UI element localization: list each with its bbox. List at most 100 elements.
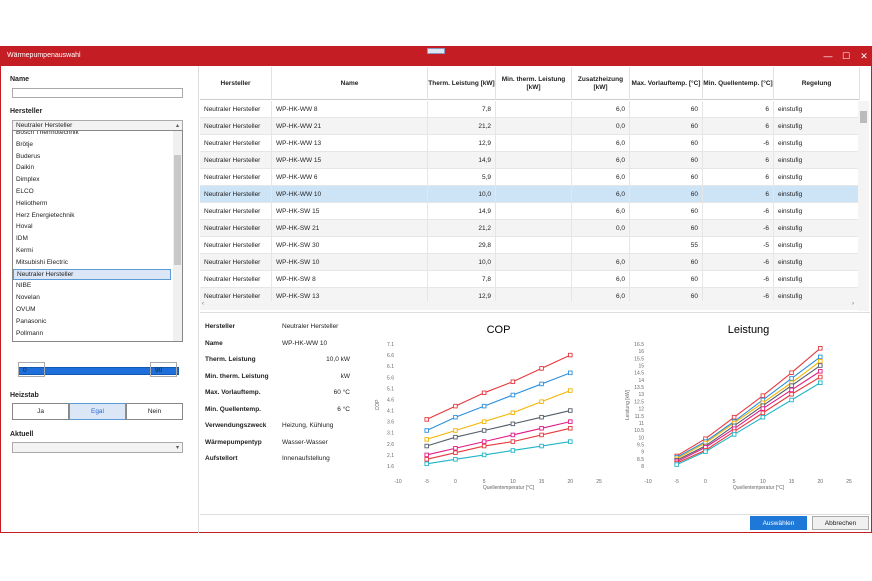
detail-label: Min. Quellentemp. — [205, 405, 261, 413]
drag-handle[interactable] — [427, 48, 445, 54]
manufacturer-option[interactable]: OVUM — [16, 305, 36, 313]
dropdown-scroll-thumb[interactable] — [174, 155, 181, 265]
column-header[interactable]: Therm. Leistung [kW] — [428, 67, 496, 100]
maximize-button[interactable]: ☐ — [841, 51, 851, 61]
column-header[interactable]: Name — [272, 67, 428, 100]
y-tick-label: 13.5 — [634, 385, 644, 391]
manufacturer-option[interactable]: Brötje — [16, 140, 33, 148]
data-point — [453, 450, 458, 455]
manufacturer-option[interactable]: Heliotherm — [16, 199, 48, 207]
column-header[interactable]: Hersteller — [200, 67, 272, 100]
table-row[interactable]: Neutraler Hersteller WP-HK-WW 8 7,8 6,0 60 6 e… — [200, 101, 860, 118]
table-row[interactable]: Neutraler Hersteller WP-HK-WW 10 10,0 6,0 60… — [200, 186, 860, 203]
manufacturer-option[interactable]: Panasonic — [16, 317, 47, 325]
range-max-input[interactable]: 90 — [150, 362, 177, 377]
table-row[interactable]: Neutraler Hersteller WP-HK-SW 15 14,9 6,0 60… — [200, 203, 860, 220]
detail-value: Neutraler Hersteller — [282, 323, 339, 330]
cancel-button[interactable]: Abbrechen — [812, 516, 869, 530]
data-point — [539, 443, 544, 449]
table-row[interactable]: Neutraler Hersteller WP-HK-SW 21 21,2 0,0 60… — [200, 220, 860, 237]
table-vertical-scrollbar[interactable] — [858, 101, 869, 311]
title-bar[interactable]: Wärmepumpenauswahl — ☐ ✕ — [1, 47, 871, 66]
detail-label: Wärmepumpentyp — [205, 438, 262, 446]
heizstab-ja-button[interactable]: Ja — [12, 403, 69, 420]
manufacturer-option[interactable]: NIBE — [16, 282, 32, 290]
aktuell-select[interactable]: ▾ — [12, 442, 183, 453]
x-axis-label: Quellentemperatur [°C] — [733, 485, 785, 491]
app-window: Wärmepumpenauswahl — ☐ ✕ Name Hersteller… — [0, 46, 872, 533]
manufacturer-option[interactable]: Herz Energietechnik — [16, 211, 75, 219]
manufacturer-option[interactable]: Mitsubishi Electric — [16, 258, 69, 266]
y-tick-label: 16 — [638, 349, 644, 355]
manufacturer-option[interactable]: Daikin — [16, 164, 35, 172]
table-cell: 14,9 — [428, 203, 496, 220]
table-cell: 21,2 — [428, 118, 496, 135]
close-button[interactable]: ✕ — [860, 51, 868, 61]
data-point — [481, 428, 487, 433]
column-header[interactable]: Regelung — [774, 67, 860, 100]
data-point — [818, 369, 823, 374]
manufacturer-option[interactable]: Dimplex — [16, 176, 40, 184]
range-min-input[interactable]: 0 — [18, 362, 45, 377]
table-cell — [496, 101, 572, 118]
x-tick-label: 15 — [789, 479, 795, 485]
column-header[interactable]: Min. therm. Leistung [kW] — [496, 67, 572, 100]
heizstab-egal-button[interactable]: Egal — [69, 403, 126, 420]
column-header[interactable]: Min. Quellentemp. [°C] — [703, 67, 774, 100]
table-scroll-thumb[interactable] — [860, 111, 867, 123]
manufacturer-dropdown[interactable]: Bosch Thermotechnik Brötje Buderus Daikin Di… — [12, 130, 183, 342]
filter-panel: Name Hersteller Neutraler Hersteller ▴ B… — [1, 66, 199, 533]
scroll-right-icon[interactable]: › — [852, 301, 854, 307]
manufacturer-option[interactable]: Novelan — [16, 294, 40, 302]
table-cell: 10,0 — [428, 186, 496, 203]
manufacturer-option[interactable]: IDM — [16, 235, 28, 243]
data-point — [510, 432, 516, 438]
table-cell: 60 — [630, 186, 703, 203]
table-row[interactable]: Neutraler Hersteller WP-HK-WW 13 12,9 6,0 60… — [200, 135, 860, 152]
footer-bar — [200, 514, 870, 534]
table-row[interactable]: Neutraler Hersteller WP-HK-SW 30 29,8 55 -5 e… — [200, 237, 860, 254]
column-header[interactable]: Zusatzheizung [kW] — [572, 67, 630, 100]
data-point — [818, 354, 823, 360]
table-header: Hersteller Name Therm. Leistung [kW] Min. t… — [200, 67, 860, 100]
table-horizontal-scrollbar[interactable]: ‹ › — [200, 301, 860, 310]
column-header[interactable]: Max. Vorlauftemp. [°C] — [630, 67, 703, 100]
data-point — [568, 370, 573, 376]
dropdown-scrollbar[interactable] — [173, 131, 182, 341]
manufacturer-option[interactable]: Pollmann — [16, 329, 44, 337]
table-cell: einstufig — [774, 271, 860, 288]
chevron-up-icon: ▴ — [175, 123, 179, 129]
data-point — [424, 461, 429, 467]
table-row[interactable]: Neutraler Hersteller WP-HK-WW 21 21,2 0,0 60… — [200, 118, 860, 135]
minimize-button[interactable]: — — [823, 51, 833, 61]
data-point — [510, 379, 516, 384]
data-point — [453, 414, 458, 420]
table-cell: 0,0 — [572, 118, 630, 135]
chart-title: COP — [487, 324, 511, 336]
x-tick-label: 20 — [818, 479, 824, 485]
manufacturer-option[interactable]: Buderus — [16, 152, 41, 160]
data-point — [818, 363, 823, 368]
manufacturer-option[interactable]: Neutraler Hersteller — [13, 268, 171, 281]
table-row[interactable]: Neutraler Hersteller WP-HK-SW 10 10,0 6,0 60… — [200, 254, 860, 271]
heizstab-label: Heizstab — [10, 392, 39, 399]
select-button[interactable]: Auswählen — [750, 516, 807, 530]
scroll-left-icon[interactable]: ‹ — [202, 301, 204, 307]
data-point — [539, 381, 544, 387]
table-row[interactable]: Neutraler Hersteller WP-HK-WW 6 5,9 6,0 60 6 e… — [200, 169, 860, 186]
heizstab-nein-button[interactable]: Nein — [126, 403, 183, 420]
manufacturer-option[interactable]: Bosch Thermotechnik — [16, 130, 79, 136]
table-row[interactable]: Neutraler Hersteller WP-HK-SW 8 7,8 6,0 60 -6… — [200, 271, 860, 288]
data-point — [818, 374, 823, 380]
table-row[interactable]: Neutraler Hersteller WP-HK-WW 15 14,9 6,0 60… — [200, 152, 860, 169]
data-point — [760, 410, 766, 416]
y-tick-label: 5.1 — [387, 386, 394, 392]
manufacturer-option[interactable]: Hoval — [16, 223, 33, 231]
manufacturer-option[interactable]: ELCO — [16, 187, 34, 195]
manufacturer-option[interactable]: Kermi — [16, 246, 33, 254]
data-point — [789, 370, 794, 375]
name-input[interactable] — [12, 88, 183, 98]
detail-value: Wasser-Wasser — [282, 438, 328, 446]
table-cell: einstufig — [774, 254, 860, 271]
series-line — [426, 441, 571, 465]
